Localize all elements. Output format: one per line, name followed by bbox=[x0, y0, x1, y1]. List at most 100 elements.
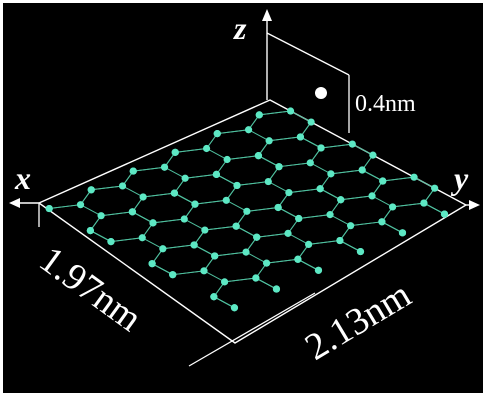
carbon-bond bbox=[319, 188, 341, 201]
carbon-atom bbox=[180, 215, 188, 223]
carbon-bond bbox=[259, 110, 291, 116]
carbon-atom bbox=[348, 140, 356, 148]
carbon-bond bbox=[184, 218, 206, 231]
sheet-outline bbox=[37, 99, 468, 344]
carbon-bond bbox=[227, 155, 259, 161]
carbon-atom bbox=[379, 177, 387, 185]
carbon-bond bbox=[152, 218, 185, 224]
carbon-bond bbox=[248, 129, 270, 142]
carbon-atom bbox=[230, 304, 239, 312]
carbon-atom bbox=[275, 163, 283, 171]
z-axis bbox=[262, 9, 272, 100]
carbon-atom bbox=[356, 247, 365, 256]
carbon-bond bbox=[269, 136, 301, 142]
carbon-atom bbox=[420, 199, 428, 207]
carbon-atom bbox=[243, 207, 251, 215]
carbon-atom bbox=[316, 185, 324, 193]
y-width-measure bbox=[188, 292, 316, 367]
carbon-atom bbox=[253, 233, 261, 241]
carbon-atom bbox=[347, 222, 355, 230]
carbon-atom bbox=[212, 170, 221, 178]
carbon-bond bbox=[122, 185, 144, 198]
carbon-atom bbox=[210, 293, 218, 301]
x-axis-label: x bbox=[14, 160, 31, 196]
carbon-bond bbox=[151, 263, 173, 276]
carbon-bond bbox=[214, 251, 247, 257]
carbon-atom bbox=[86, 226, 94, 235]
carbon-bond bbox=[143, 192, 175, 198]
carbon-atom bbox=[254, 152, 263, 160]
carbon-atom bbox=[378, 218, 386, 226]
carbon-bond bbox=[80, 204, 102, 217]
y-axis bbox=[466, 200, 480, 210]
carbon-atom bbox=[306, 159, 314, 167]
carbon-atom bbox=[285, 188, 293, 197]
carbon-atom bbox=[170, 189, 179, 197]
carbon-bond bbox=[216, 173, 238, 186]
carbon-atom bbox=[431, 184, 439, 192]
carbon-atom bbox=[87, 186, 95, 194]
carbon-bond bbox=[110, 237, 143, 243]
carbon-atom bbox=[169, 271, 177, 279]
carbon-atom bbox=[440, 210, 449, 218]
carbon-atom bbox=[294, 255, 302, 263]
carbon-atom bbox=[274, 203, 282, 212]
carbon-atom bbox=[232, 222, 240, 230]
carbon-bond bbox=[101, 211, 133, 217]
carbon-bond bbox=[203, 270, 225, 283]
height-dimension-label: 0.4nm bbox=[355, 91, 416, 117]
carbon-bond bbox=[213, 296, 235, 309]
carbon-atom bbox=[262, 259, 271, 267]
carbon-bond bbox=[340, 195, 373, 201]
carbon-atom bbox=[398, 229, 407, 237]
carbon-bond bbox=[266, 258, 298, 264]
carbon-bond bbox=[217, 129, 249, 135]
carbon-atom bbox=[190, 241, 198, 249]
carbon-bond bbox=[175, 147, 207, 153]
carbon-atom bbox=[296, 133, 305, 141]
carbon-bond bbox=[310, 162, 332, 175]
carbon-bond bbox=[392, 202, 424, 208]
carbon-bond bbox=[339, 240, 361, 253]
carbon-atom bbox=[233, 181, 241, 190]
carbon-atom bbox=[272, 285, 281, 293]
carbon-atom bbox=[336, 236, 344, 245]
carbon-atom bbox=[129, 167, 137, 175]
carbon-atom bbox=[305, 240, 313, 248]
carbon-bond bbox=[278, 162, 311, 168]
carbon-atom bbox=[128, 208, 137, 216]
carbon-bond bbox=[361, 169, 384, 182]
carbon-atom bbox=[138, 234, 146, 242]
carbon-atom bbox=[76, 201, 85, 209]
carbon-bond bbox=[90, 230, 112, 243]
carbon-atom bbox=[314, 266, 323, 274]
carbon-atom bbox=[244, 126, 253, 134]
carbon-bond bbox=[352, 143, 374, 156]
carbon-bond bbox=[258, 155, 280, 168]
carbon-bond bbox=[164, 166, 186, 179]
carbon-bond bbox=[204, 225, 237, 231]
carbon-bond bbox=[350, 221, 382, 227]
carbon-bond bbox=[290, 110, 312, 123]
carbon-atom bbox=[107, 238, 115, 246]
carbon-bond bbox=[277, 207, 299, 219]
carbon-atom bbox=[181, 174, 189, 182]
carbon-atom bbox=[369, 151, 377, 159]
carbon-bond bbox=[49, 204, 81, 210]
carbon-bond bbox=[287, 232, 309, 245]
carbon-atom bbox=[358, 166, 366, 174]
y-axis-label: y bbox=[450, 160, 469, 196]
carbon-bond bbox=[308, 240, 340, 245]
graphene-sheet-diagram: z x y 0.4nm 1.97nm 2.13nm bbox=[9, 9, 480, 369]
carbon-atom bbox=[200, 267, 208, 275]
carbon-bond bbox=[330, 169, 363, 175]
carbon-bond bbox=[224, 277, 256, 283]
carbon-bond bbox=[381, 221, 403, 234]
x-width-dimension-label: 1.97nm bbox=[32, 238, 150, 340]
carbon-atom bbox=[191, 200, 199, 208]
carbon-atom bbox=[255, 111, 263, 119]
carbon-atom bbox=[242, 248, 250, 256]
carbon-atom bbox=[410, 173, 418, 181]
carbon-bond bbox=[288, 188, 321, 194]
carbon-atom bbox=[202, 144, 211, 153]
